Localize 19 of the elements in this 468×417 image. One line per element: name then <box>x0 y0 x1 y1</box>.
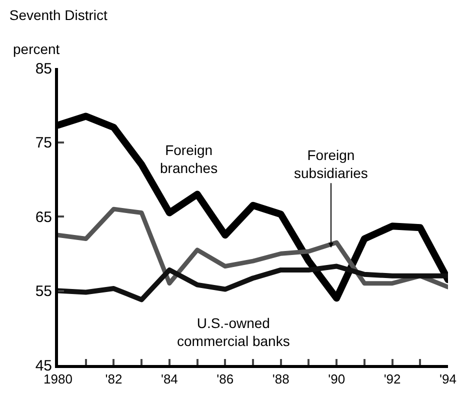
y-tick-label: 85 <box>35 60 52 78</box>
y-tick-label: 55 <box>35 283 52 300</box>
y-tick-label: 65 <box>35 208 52 226</box>
x-tick-label: '94 <box>440 372 456 387</box>
series-label: Foreign branches <box>160 142 218 176</box>
x-tick-label: '92 <box>384 372 401 387</box>
x-tick-label: '90 <box>328 372 346 387</box>
chart-title: Seventh District <box>9 7 108 24</box>
y-tick-label: 45 <box>35 357 52 374</box>
text: Foreign subsidiaries <box>294 147 368 182</box>
x-tick-label: '84 <box>160 372 178 387</box>
x-tick-label: 1980 <box>44 372 72 387</box>
line-series <box>58 206 448 290</box>
x-tick-label: '86 <box>216 372 234 387</box>
x-tick-label: '82 <box>105 372 122 387</box>
x-tick-label: '88 <box>272 372 290 387</box>
text: U.S.-owned commercial banks <box>177 315 290 350</box>
y-axis-title: percent <box>13 41 60 57</box>
y-tick-label: 75 <box>35 134 52 152</box>
